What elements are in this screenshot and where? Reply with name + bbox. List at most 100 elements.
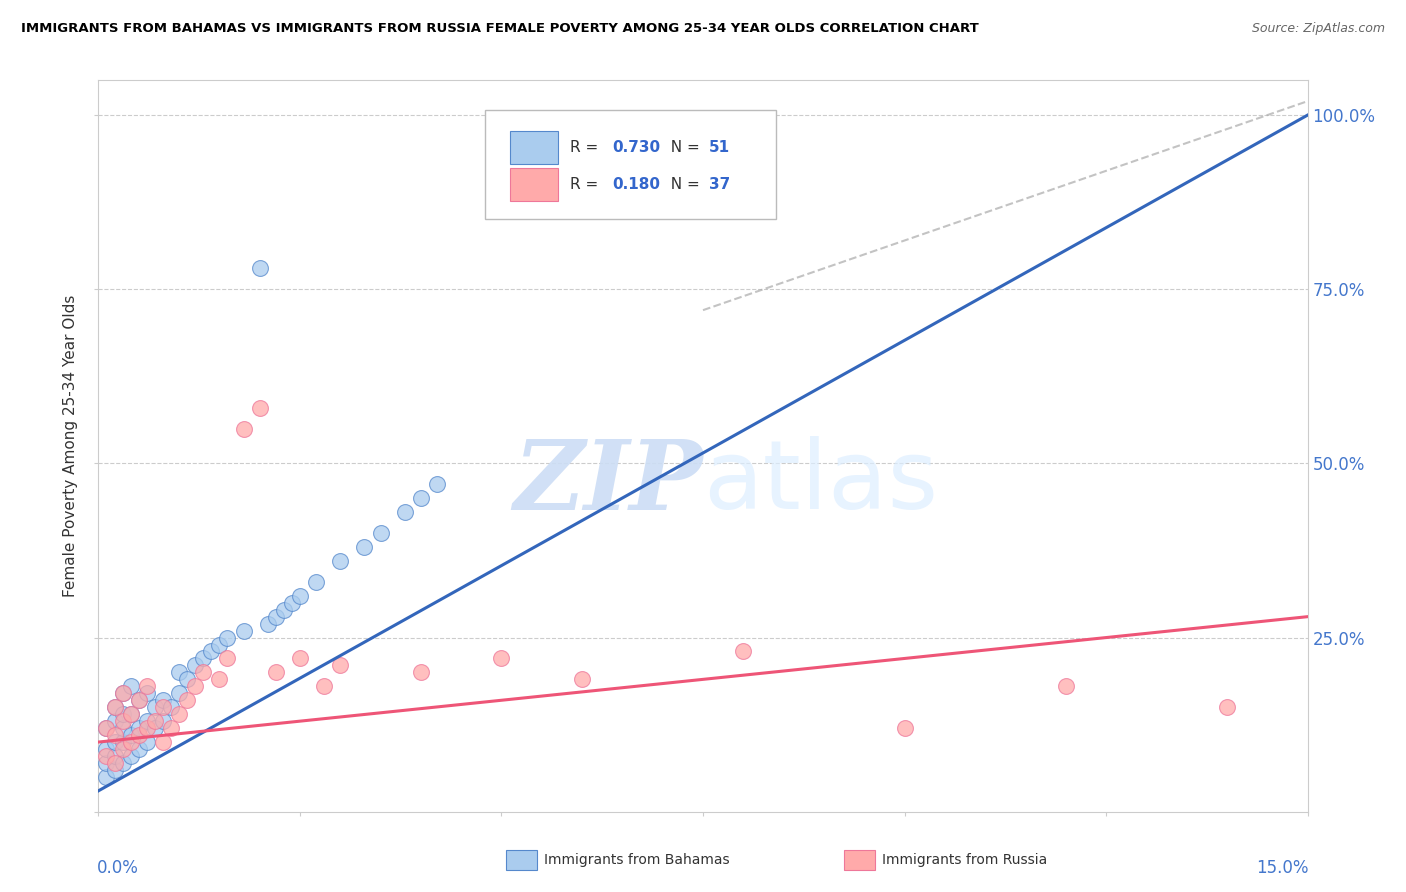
Point — [208, 638, 231, 652]
Text: 15.0%: 15.0% — [1257, 859, 1309, 877]
Point — [128, 693, 150, 707]
Point — [193, 651, 215, 665]
Point — [370, 526, 392, 541]
Text: R =: R = — [569, 177, 603, 192]
Point — [217, 631, 239, 645]
Point — [96, 742, 118, 756]
Y-axis label: Female Poverty Among 25-34 Year Olds: Female Poverty Among 25-34 Year Olds — [63, 295, 79, 597]
Point — [217, 651, 239, 665]
Point — [249, 261, 271, 276]
Text: 51: 51 — [709, 140, 730, 155]
Point — [111, 686, 134, 700]
Point — [232, 421, 254, 435]
Point — [571, 673, 593, 687]
Point — [152, 735, 174, 749]
Point — [288, 651, 311, 665]
Point — [103, 700, 125, 714]
Point — [1216, 700, 1239, 714]
Point — [120, 728, 142, 742]
Point — [176, 693, 198, 707]
Point — [249, 401, 271, 415]
Point — [288, 589, 311, 603]
Point — [111, 742, 134, 756]
Point — [256, 616, 278, 631]
Point — [314, 679, 336, 693]
Point — [167, 665, 190, 680]
Point — [167, 686, 190, 700]
Point — [111, 721, 134, 735]
Point — [409, 491, 432, 506]
Point — [96, 721, 118, 735]
Point — [1054, 679, 1077, 693]
Point — [394, 505, 416, 519]
Point — [167, 707, 190, 722]
Point — [143, 721, 166, 735]
Point — [120, 679, 142, 693]
Point — [152, 700, 174, 714]
Point — [111, 714, 134, 728]
Point — [128, 742, 150, 756]
Point — [491, 651, 513, 665]
Text: N =: N = — [661, 177, 704, 192]
Text: 0.0%: 0.0% — [97, 859, 139, 877]
Point — [120, 735, 142, 749]
Point — [111, 686, 134, 700]
Text: 0.730: 0.730 — [613, 140, 661, 155]
Point — [128, 693, 150, 707]
Point — [135, 679, 157, 693]
Text: Source: ZipAtlas.com: Source: ZipAtlas.com — [1251, 22, 1385, 36]
Point — [103, 756, 125, 770]
Point — [135, 686, 157, 700]
Point — [184, 679, 207, 693]
Point — [143, 714, 166, 728]
Point — [135, 721, 157, 735]
Text: N =: N = — [661, 140, 704, 155]
Point — [111, 735, 134, 749]
FancyBboxPatch shape — [509, 168, 558, 201]
Point — [160, 700, 183, 714]
Point — [184, 658, 207, 673]
Point — [135, 714, 157, 728]
Point — [409, 665, 432, 680]
Point — [426, 477, 449, 491]
Text: Immigrants from Russia: Immigrants from Russia — [882, 853, 1047, 867]
Point — [103, 763, 125, 777]
Text: IMMIGRANTS FROM BAHAMAS VS IMMIGRANTS FROM RUSSIA FEMALE POVERTY AMONG 25-34 YEA: IMMIGRANTS FROM BAHAMAS VS IMMIGRANTS FR… — [21, 22, 979, 36]
Point — [329, 658, 352, 673]
Point — [96, 749, 118, 764]
Text: atlas: atlas — [703, 436, 938, 529]
Point — [193, 665, 215, 680]
Point — [103, 735, 125, 749]
Point — [353, 540, 375, 554]
Point — [733, 644, 755, 658]
Point — [264, 665, 287, 680]
Point — [120, 749, 142, 764]
Point — [103, 749, 125, 764]
Point — [273, 603, 295, 617]
Point — [111, 756, 134, 770]
Text: R =: R = — [569, 140, 603, 155]
Point — [281, 596, 304, 610]
Point — [208, 673, 231, 687]
Point — [305, 574, 328, 589]
Point — [96, 770, 118, 784]
Point — [120, 707, 142, 722]
Point — [152, 693, 174, 707]
Point — [128, 721, 150, 735]
Point — [143, 700, 166, 714]
Point — [103, 728, 125, 742]
FancyBboxPatch shape — [509, 131, 558, 164]
Point — [176, 673, 198, 687]
Text: ZIP: ZIP — [513, 435, 703, 530]
Point — [96, 721, 118, 735]
Point — [120, 707, 142, 722]
Point — [128, 728, 150, 742]
Point — [264, 609, 287, 624]
Text: 37: 37 — [709, 177, 730, 192]
Point — [152, 714, 174, 728]
Point — [160, 721, 183, 735]
Point — [135, 735, 157, 749]
Point — [96, 756, 118, 770]
Point — [200, 644, 222, 658]
Point — [893, 721, 915, 735]
